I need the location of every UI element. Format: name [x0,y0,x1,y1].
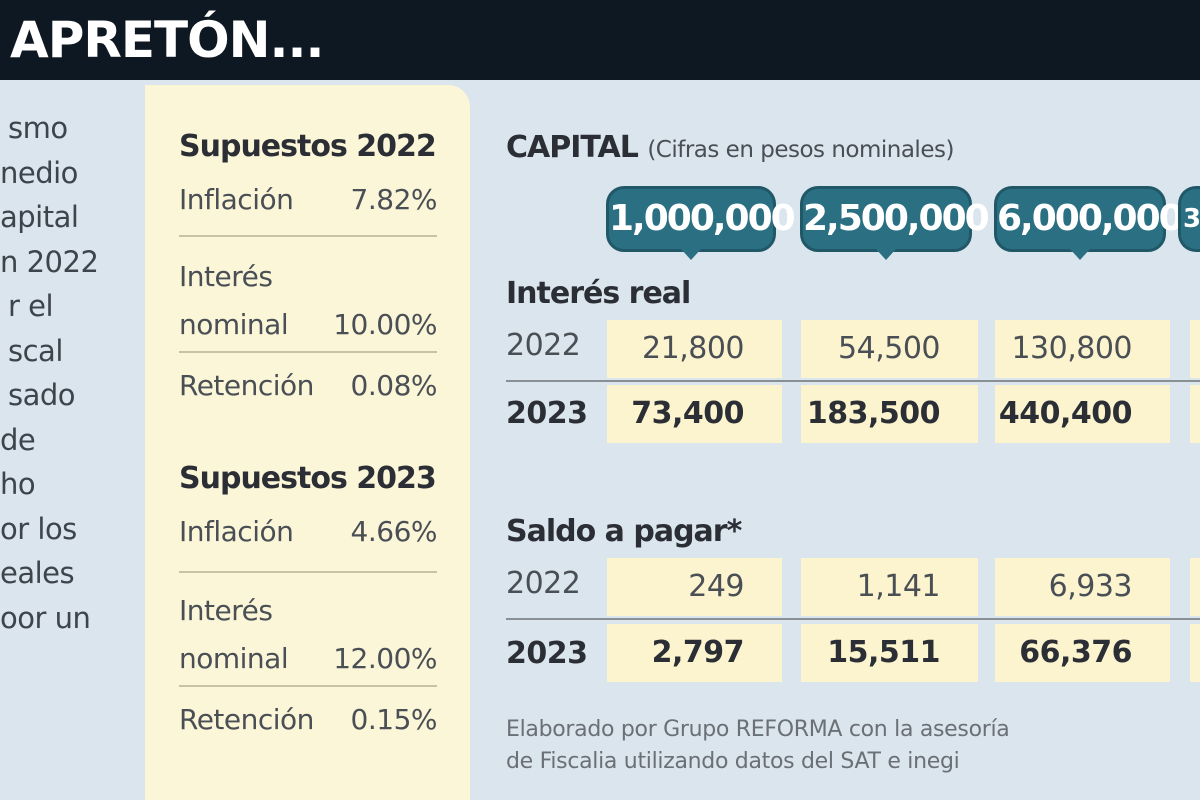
assumption-row: Inflación 4.66% [179,515,438,548]
capital-subtitle: (Cifras en pesos nominales) [647,137,954,163]
assumption-value: 0.15% [350,703,438,736]
assumption-label: Retención [179,703,314,736]
year-label: 2023 [506,636,588,671]
text-line: or los [0,511,77,546]
text-line: de [0,422,36,457]
assumption-label: Retención [179,369,314,402]
text-line: apital [0,200,79,234]
capital-bubble: 3 [1178,186,1200,252]
assumption-row: Interés nominal 12.00% [179,587,437,683]
capital-title: CAPITAL [506,130,639,165]
table-cell: 249 [607,558,782,616]
table-cell [1190,624,1200,682]
assumption-row: Inflación 7.82% [179,183,438,216]
table-cell: 440,400 [995,385,1170,443]
assumption-value: 4.66% [350,515,438,548]
row-divider [506,380,1200,382]
table-cell: 1,141 [801,558,978,616]
source-note: Elaborado por Grupo REFORMA con la aseso… [506,714,1010,778]
table-cell: 66,376 [995,624,1170,682]
assumption-row: Interés nominal 10.00% [179,253,437,349]
text-line: nedio [0,155,78,190]
table-cell [1190,385,1200,443]
source-line: de Fiscalia utilizando datos del SAT e i… [506,749,960,774]
table-cell: 2,797 [607,624,782,682]
capital-bubble: 2,500,000 [800,186,990,260]
table-cell: 183,500 [801,385,978,443]
assumption-label: Interés [179,260,273,293]
table-cell [1190,320,1200,378]
assumption-row: Retención 0.08% [179,369,438,402]
assumption-value: 10.00% [333,308,437,341]
text-line: eales [0,556,75,590]
table-cell: 73,400 [607,385,782,443]
body-text-column: smo nedio apital n 2022 r el scal sado d… [0,106,135,640]
divider [179,571,437,573]
table-cell: 15,511 [801,624,978,682]
headline: APRETÓN... [0,0,1200,80]
section-title: Interés real [506,276,691,311]
assumption-row: Retención 0.15% [179,703,438,736]
assumption-value: 12.00% [333,642,437,675]
capital-heading: CAPITAL (Cifras en pesos nominales) [506,130,954,165]
divider [179,351,437,353]
text-line: smo [8,111,68,145]
text-line: scal [8,333,63,368]
assumption-value: 7.82% [350,183,438,216]
assumptions-2022-title: Supuestos 2022 [179,129,437,164]
capital-bubble: 6,000,000 [994,186,1184,260]
text-line: r el [8,289,54,323]
year-label: 2022 [506,566,581,601]
table-cell: 21,800 [607,320,782,378]
assumption-label: Interés [179,594,273,627]
capital-bubble: 1,000,000 [606,186,796,260]
section-title: Saldo a pagar* [506,514,742,549]
year-label: 2022 [506,328,581,363]
divider [179,235,437,237]
text-line: ho [0,467,36,501]
divider [179,685,437,687]
source-line: Elaborado por Grupo REFORMA con la aseso… [506,717,1010,742]
assumption-label: nominal [179,308,289,341]
table-cell [1190,558,1200,616]
assumptions-panel: Supuestos 2022 Inflación 7.82% Interés nom… [145,85,470,800]
table-cell: 130,800 [995,320,1170,378]
table-cell: 54,500 [801,320,978,378]
assumptions-2023-title: Supuestos 2023 [179,461,437,496]
text-line: oor un [0,600,91,635]
assumption-label: Inflación [179,515,294,548]
text-line: n 2022 [0,244,99,279]
assumption-label: nominal [179,642,289,675]
text-line: sado [8,378,76,412]
year-label: 2023 [506,396,588,431]
assumption-label: Inflación [179,183,294,216]
assumption-value: 0.08% [350,369,438,402]
table-cell: 6,933 [995,558,1170,616]
row-divider [506,618,1200,620]
